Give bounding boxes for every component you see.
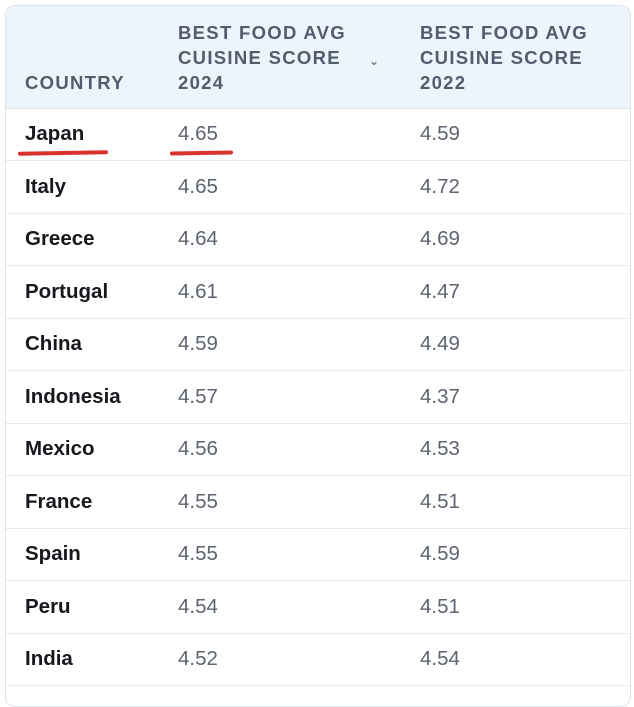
score-2024-cell: 4.54 <box>158 581 400 634</box>
country-name: Japan <box>17 122 109 157</box>
score-2024-cell: 4.57 <box>158 371 400 424</box>
score-2022-cell: 4.47 <box>400 266 630 319</box>
score-2024-value: 4.65 <box>169 122 233 156</box>
score-2024-value: 4.52 <box>178 647 218 671</box>
score-2024-cell: 4.61 <box>158 266 400 319</box>
table-row: India 4.52 4.54 <box>6 633 630 686</box>
underline-annotation-country <box>17 150 109 157</box>
score-2022-cell: 4.72 <box>400 161 630 214</box>
country-name: Spain <box>25 542 81 566</box>
score-2024-cell: 4.55 <box>158 528 400 581</box>
column-header-country[interactable]: COUNTRY <box>6 6 158 109</box>
score-2024-cell: 4.55 <box>158 476 400 529</box>
country-cell: Indonesia <box>6 371 158 424</box>
score-2022-cell: 4.49 <box>400 318 630 371</box>
table-row: Peru 4.54 4.51 <box>6 581 630 634</box>
header-line: CUISINE SCORE <box>420 46 583 68</box>
header-row: COUNTRY BEST FOOD AVG CUISINE SCORE 2024… <box>6 6 630 109</box>
header-line: CUISINE SCORE <box>178 46 341 68</box>
ranking-table-card: COUNTRY BEST FOOD AVG CUISINE SCORE 2024… <box>5 5 631 707</box>
score-2022-cell: 4.53 <box>400 423 630 476</box>
table-row: Italy 4.65 4.72 <box>6 161 630 214</box>
score-2022-value: 4.72 <box>420 174 460 198</box>
score-2024-value: 4.56 <box>178 437 218 461</box>
score-2024-value: 4.65 <box>178 174 218 198</box>
score-2024-cell: 4.65 <box>158 161 400 214</box>
table-header: COUNTRY BEST FOOD AVG CUISINE SCORE 2024… <box>6 6 630 109</box>
country-cell: Mexico <box>6 423 158 476</box>
table-row: Indonesia 4.57 4.37 <box>6 371 630 424</box>
underline-annotation-score <box>169 150 233 156</box>
header-line: 2024 <box>178 71 225 93</box>
score-2022-cell: 4.54 <box>400 633 630 686</box>
score-2024-value: 4.61 <box>178 279 218 303</box>
score-2024-value: 4.55 <box>178 542 218 566</box>
column-header-score-2022[interactable]: BEST FOOD AVG CUISINE SCORE 2022 <box>400 6 630 109</box>
country-name: France <box>25 489 93 513</box>
score-2022-cell: 4.51 <box>400 476 630 529</box>
country-cell: Italy <box>6 161 158 214</box>
score-2024-cell: 4.64 <box>158 213 400 266</box>
score-2024-cell: 4.59 <box>158 318 400 371</box>
score-2022-value: 4.49 <box>420 332 460 356</box>
score-2022-cell: 4.69 <box>400 213 630 266</box>
score-2022-value: 4.51 <box>420 489 460 513</box>
score-2022-value: 4.53 <box>420 437 460 461</box>
score-2022-value: 4.59 <box>420 122 460 146</box>
country-name: Portugal <box>25 279 109 303</box>
country-cell: Peru <box>6 581 158 634</box>
country-cell: China <box>6 318 158 371</box>
country-cell: Spain <box>6 528 158 581</box>
header-line: BEST FOOD AVG <box>420 21 588 43</box>
table-body: Japan 4.65 4.59 Italy 4.65 4.72 Greece 4.64 4.69… <box>6 108 630 686</box>
score-2022-value: 4.37 <box>420 384 460 408</box>
score-2022-cell: 4.59 <box>400 108 630 161</box>
score-2024-cell: 4.56 <box>158 423 400 476</box>
country-name: Italy <box>25 174 67 198</box>
chevron-down-icon[interactable]: ⌄ <box>369 54 380 68</box>
country-cell: India <box>6 633 158 686</box>
score-2022-value: 4.54 <box>420 647 460 671</box>
country-name: China <box>25 332 82 356</box>
score-2024-cell: 4.52 <box>158 633 400 686</box>
country-cell: Portugal <box>6 266 158 319</box>
country-name: Peru <box>25 594 71 618</box>
score-2024-value: 4.57 <box>178 384 218 408</box>
country-cell: France <box>6 476 158 529</box>
score-2024-cell: 4.65 <box>158 108 400 161</box>
column-header-score-2024[interactable]: BEST FOOD AVG CUISINE SCORE 2024 ⌄ <box>158 6 400 109</box>
country-name: Indonesia <box>25 384 121 408</box>
country-cell: Japan <box>6 108 158 161</box>
score-2022-cell: 4.59 <box>400 528 630 581</box>
table-row: Japan 4.65 4.59 <box>6 108 630 161</box>
country-name: Greece <box>25 227 95 251</box>
score-2024-value: 4.54 <box>178 594 218 618</box>
country-name: India <box>25 647 73 671</box>
score-2022-value: 4.47 <box>420 279 460 303</box>
score-2024-value: 4.64 <box>178 227 218 251</box>
score-2022-cell: 4.37 <box>400 371 630 424</box>
header-line: BEST FOOD AVG <box>178 21 346 43</box>
table-row: Spain 4.55 4.59 <box>6 528 630 581</box>
table-row: France 4.55 4.51 <box>6 476 630 529</box>
score-2024-value: 4.59 <box>178 332 218 356</box>
score-2022-cell: 4.51 <box>400 581 630 634</box>
country-name: Mexico <box>25 437 95 461</box>
cuisine-score-table: COUNTRY BEST FOOD AVG CUISINE SCORE 2024… <box>6 6 630 686</box>
header-line: 2022 <box>420 71 467 93</box>
table-row: Mexico 4.56 4.53 <box>6 423 630 476</box>
table-row: Greece 4.64 4.69 <box>6 213 630 266</box>
score-2024-value: 4.55 <box>178 489 218 513</box>
score-2022-value: 4.51 <box>420 594 460 618</box>
score-2022-value: 4.69 <box>420 227 460 251</box>
country-cell: Greece <box>6 213 158 266</box>
table-row: Portugal 4.61 4.47 <box>6 266 630 319</box>
score-2022-value: 4.59 <box>420 542 460 566</box>
table-row: China 4.59 4.49 <box>6 318 630 371</box>
